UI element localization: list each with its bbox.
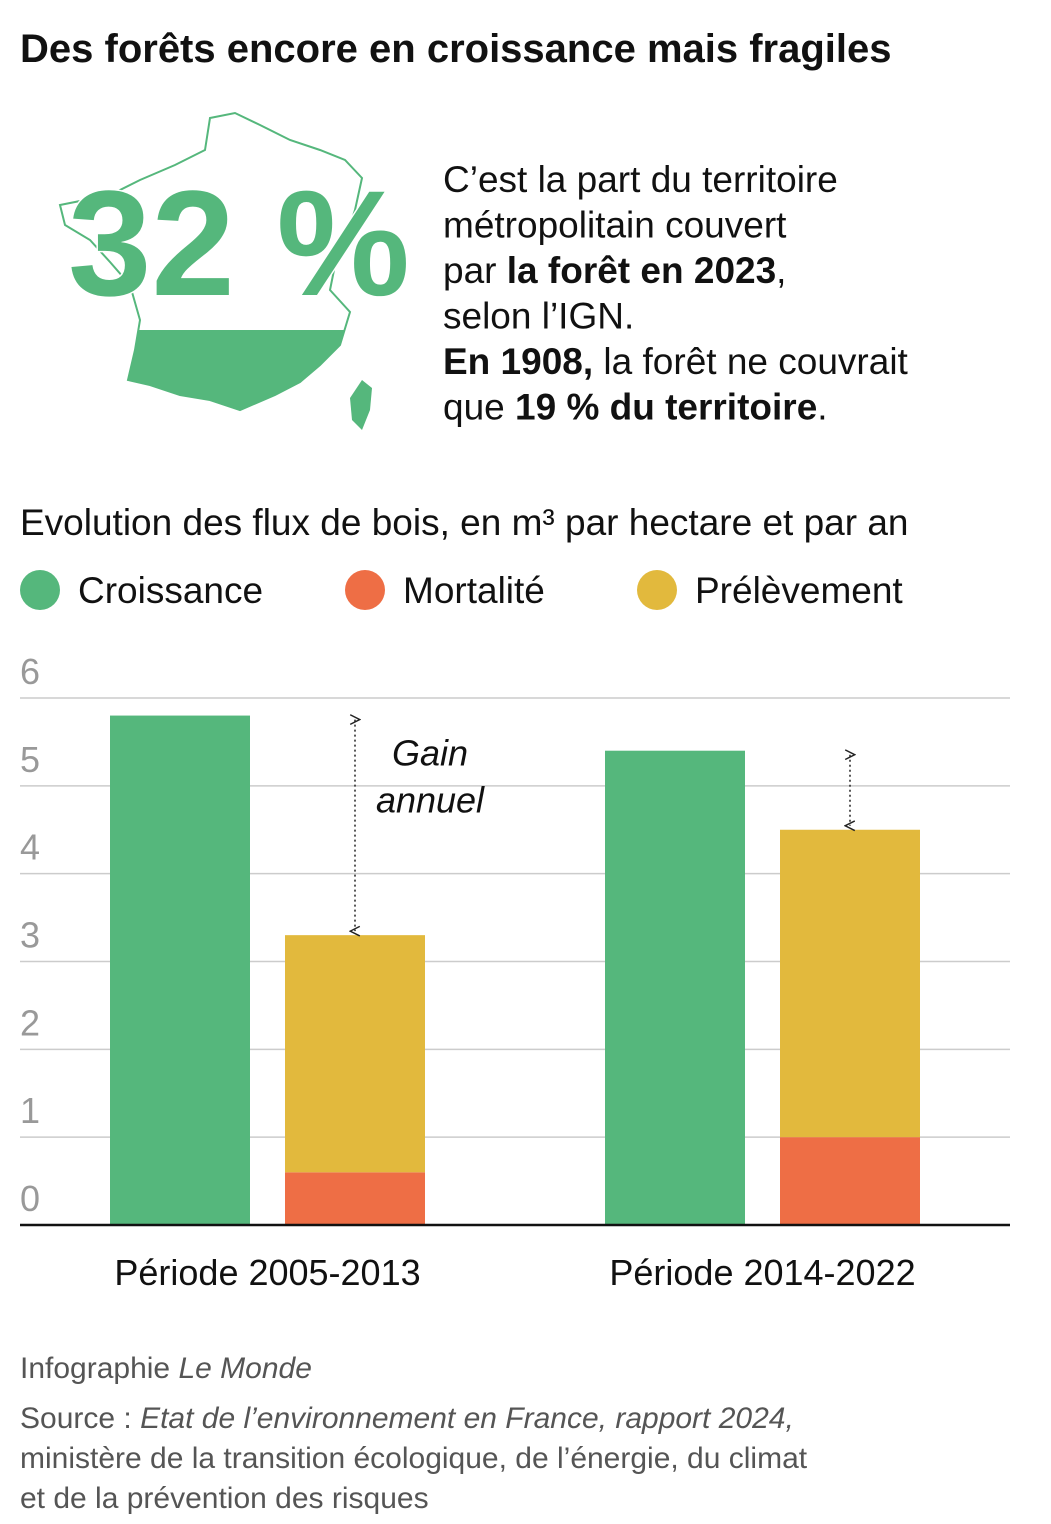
y-tick-label: 2 (20, 1002, 40, 1043)
text-line: métropolitain couvert (443, 205, 787, 246)
text-segment: . (817, 387, 827, 428)
text-line: par la forêt en 2023, (443, 250, 786, 291)
bar (605, 750, 745, 1225)
text-segment: , (776, 250, 786, 291)
text-segment: que (443, 387, 515, 428)
legend-label: Mortalité (403, 570, 545, 611)
y-tick-label: 3 (20, 915, 40, 956)
big-number: 32 % (68, 159, 410, 327)
text-segment: selon l’IGN. (443, 296, 634, 337)
text-segment: Source : (20, 1402, 140, 1435)
text-segment: la forêt en 2023 (507, 250, 776, 291)
x-tick-label: Période 2005-2013 (114, 1252, 420, 1293)
text-segment: C’est la part du territoire (443, 159, 838, 200)
text-line: ministère de la transition écologique, d… (20, 1442, 808, 1475)
text-line: que 19 % du territoire. (443, 387, 828, 428)
text-line: En 1908, la forêt ne couvrait (443, 341, 909, 382)
x-tick-label: Période 2014-2022 (609, 1252, 915, 1293)
title: Des forêts encore en croissance mais fra… (20, 27, 892, 71)
text-segment: Le Monde (178, 1352, 311, 1385)
france-map (58, 111, 372, 430)
y-tick-label: 1 (20, 1090, 40, 1131)
legend-swatch (20, 570, 60, 610)
legend-swatch (637, 570, 677, 610)
text-segment: En 1908, (443, 341, 593, 382)
bar (780, 1137, 920, 1225)
text-segment: par (443, 250, 507, 291)
text-line: C’est la part du territoire (443, 159, 838, 200)
text-segment: 19 % du territoire (515, 387, 817, 428)
text-line: et de la prévention des risques (20, 1482, 429, 1515)
legend-label: Prélèvement (695, 570, 903, 611)
bar (285, 1172, 425, 1225)
text-segment: ministère de la transition écologique, d… (20, 1442, 808, 1475)
text-segment: Infographie (20, 1352, 178, 1385)
annotation: annuel (376, 780, 485, 821)
text-segment: métropolitain couvert (443, 205, 787, 246)
y-tick-label: 4 (20, 827, 40, 868)
legend-label: Croissance (78, 570, 263, 611)
text-line: Infographie Le Monde (20, 1352, 312, 1385)
bar (780, 829, 920, 1138)
footer: Infographie Le Monde Source : Etat de l’e… (20, 1352, 808, 1515)
corsica (350, 380, 372, 430)
y-tick-label: 0 (20, 1178, 40, 1219)
bar (285, 935, 425, 1173)
legend-swatch (345, 570, 385, 610)
description: C’est la part du territoire métropolitain… (443, 159, 909, 428)
text-line: selon l’IGN. (443, 296, 634, 337)
bar (110, 715, 250, 1225)
y-tick-label: 5 (20, 739, 40, 780)
text-segment: et de la prévention des risques (20, 1482, 429, 1515)
text-line: Source : Etat de l’environnement en Fran… (20, 1402, 794, 1435)
text-segment: la forêt ne couvrait (593, 341, 908, 382)
text-segment: Etat de l’environnement en France, rappo… (140, 1402, 794, 1435)
chart-title: Evolution des flux de bois, en m³ par he… (20, 502, 909, 543)
y-tick-label: 6 (20, 651, 40, 692)
map-fill (128, 330, 345, 410)
chart: Croissance Mortalité Prélèvement 0 1 2 3 4 5 6 Pér… (20, 570, 1010, 1293)
annotation: Gain (392, 733, 468, 774)
